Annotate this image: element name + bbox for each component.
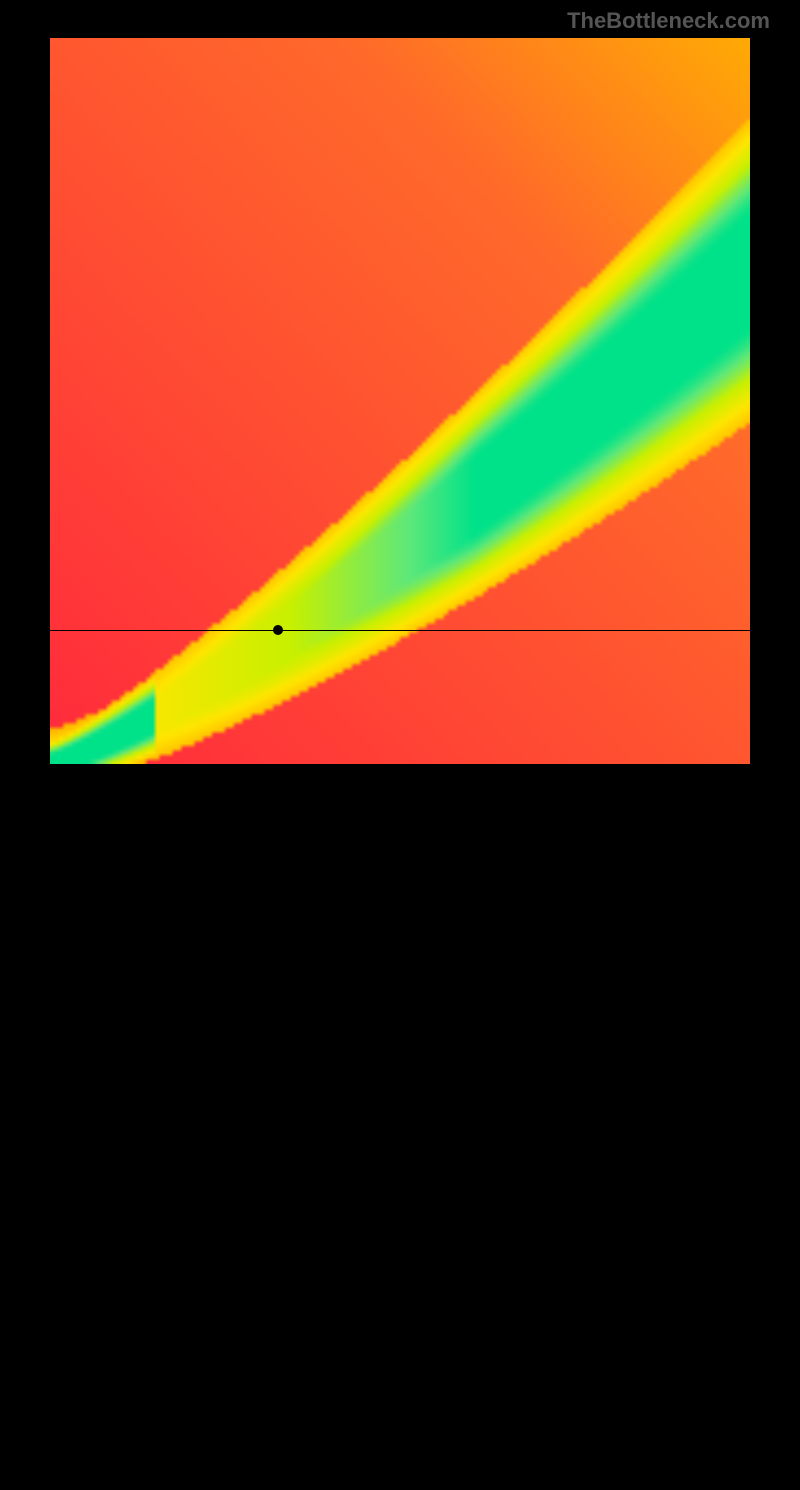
watermark: TheBottleneck.com bbox=[567, 8, 770, 34]
heatmap-canvas bbox=[50, 38, 750, 764]
crosshair-marker bbox=[273, 625, 283, 635]
crosshair-vertical bbox=[278, 764, 279, 1490]
heatmap-plot bbox=[50, 38, 750, 764]
crosshair-horizontal bbox=[50, 630, 750, 631]
